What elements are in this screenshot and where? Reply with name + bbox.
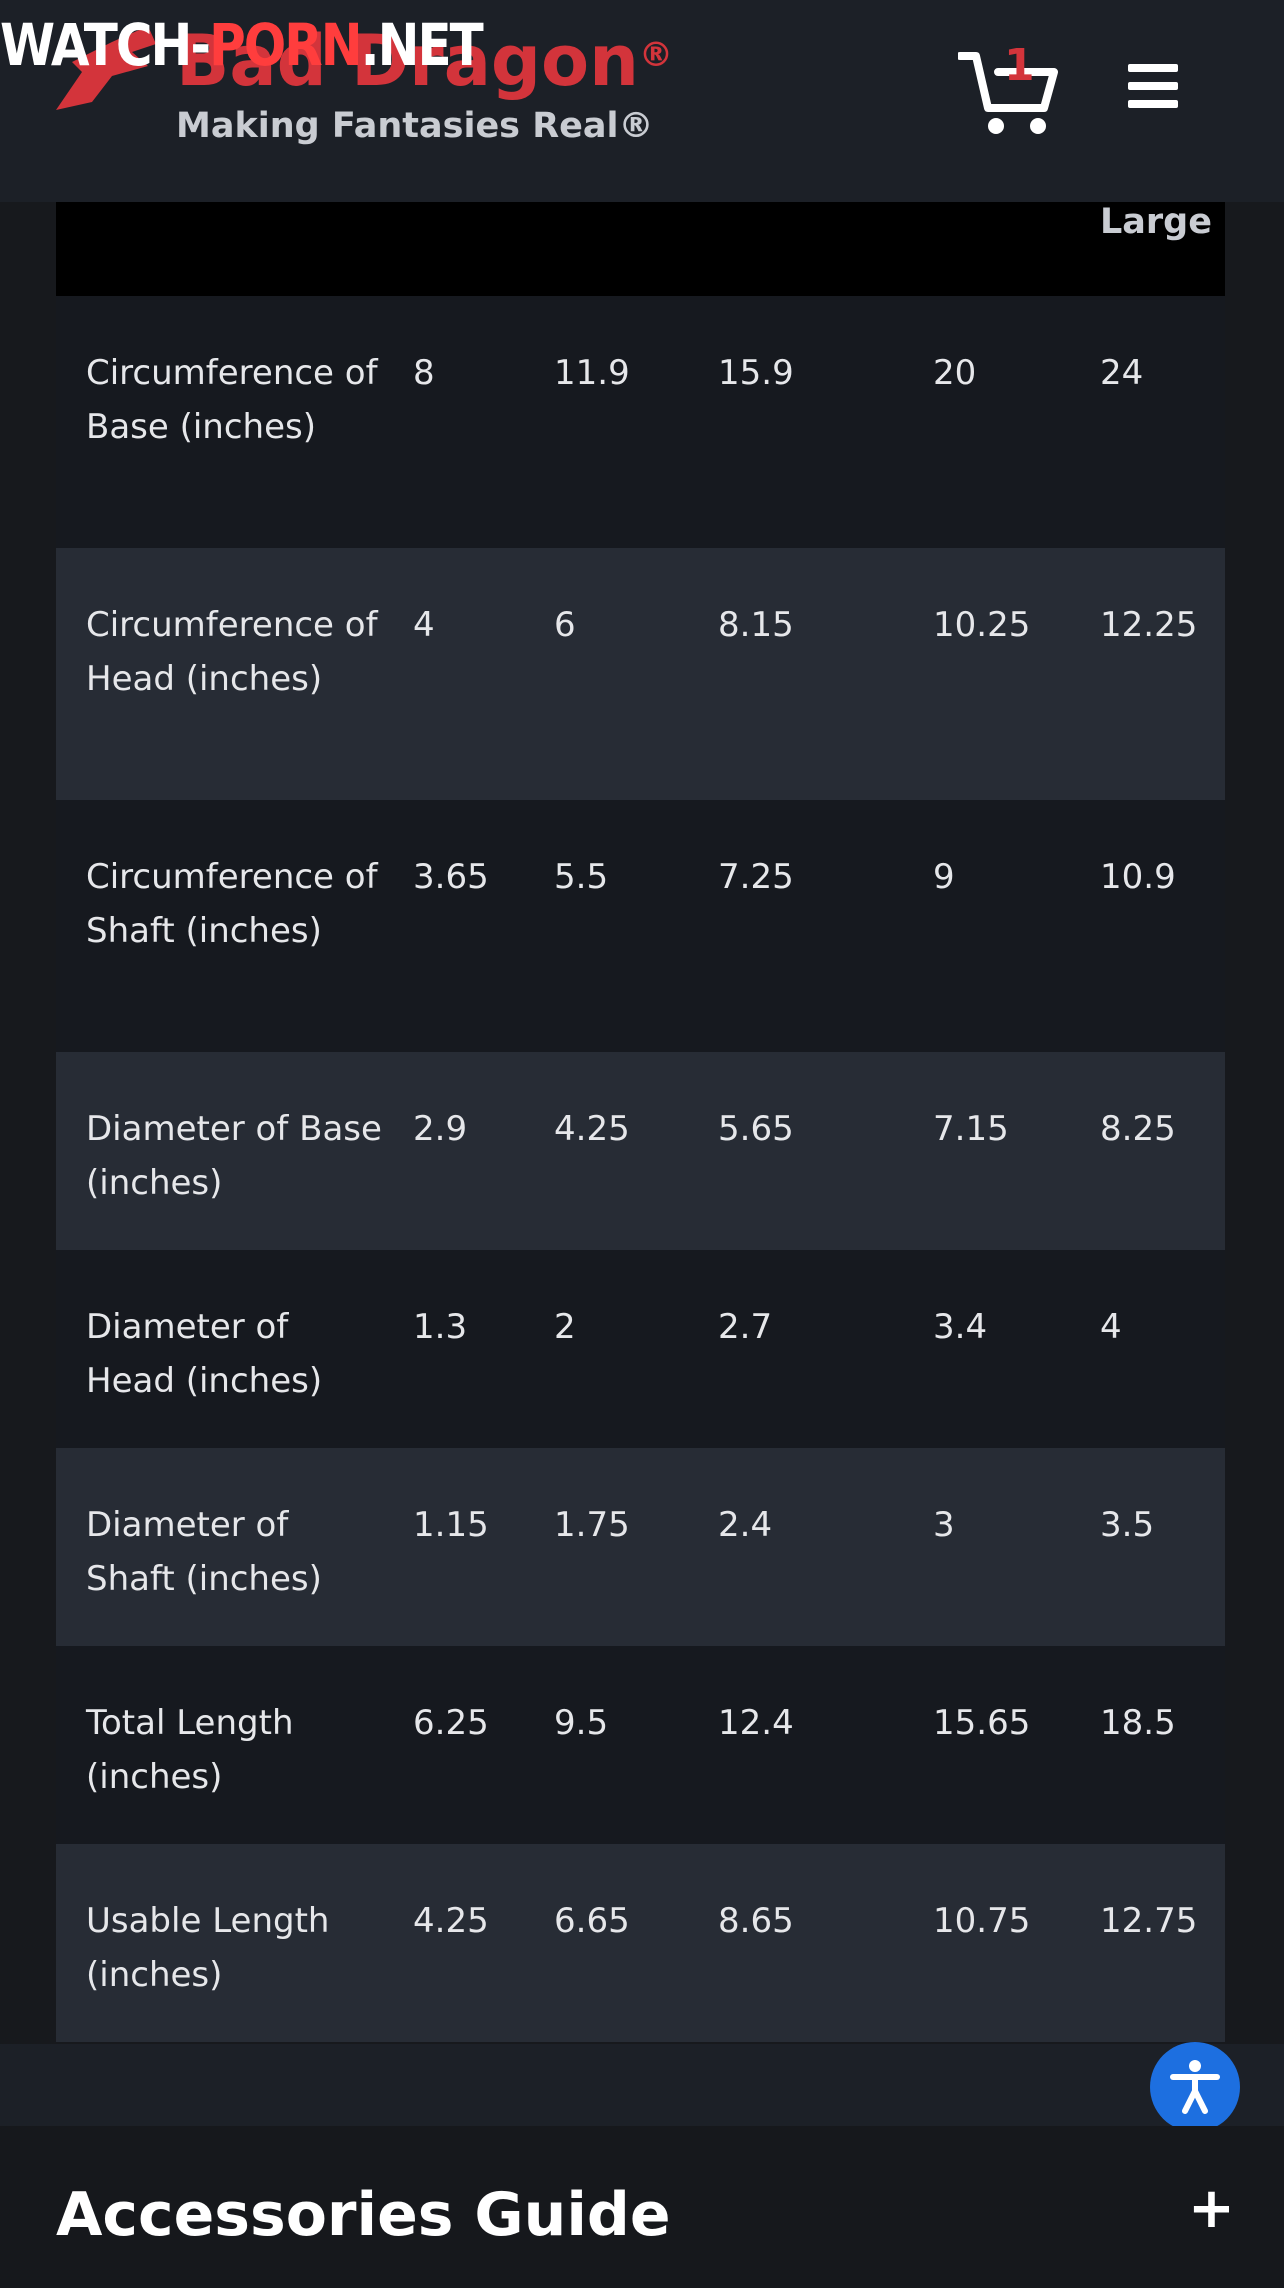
row-label: Circumference of Shaft (inches) — [86, 857, 378, 951]
cell-value: 5.65 — [718, 1109, 794, 1149]
table-row: Circumference of Shaft (inches) 3.65 5.5… — [56, 800, 1225, 1052]
cell-value: 18.5 — [1100, 1703, 1176, 1743]
cell-value: 3.65 — [413, 857, 489, 897]
table-header: Large — [56, 202, 1225, 296]
cell-value: 4.25 — [413, 1901, 489, 1941]
cell-value: 8.25 — [1100, 1109, 1176, 1149]
cell-value: 4 — [1100, 1307, 1122, 1347]
row-label: Usable Length (inches) — [86, 1901, 330, 1995]
cell-value: 11.9 — [554, 353, 630, 393]
cell-value: 6 — [554, 605, 576, 645]
table-row: Usable Length (inches) 4.25 6.65 8.65 10… — [56, 1844, 1225, 2042]
accessories-guide-section[interactable] — [0, 2126, 1284, 2288]
cell-value: 1.75 — [554, 1505, 630, 1545]
cell-value: 12.25 — [1100, 605, 1198, 645]
row-label: Diameter of Head (inches) — [86, 1307, 323, 1401]
cell-value: 24 — [1100, 353, 1144, 393]
cell-value: 10.25 — [933, 605, 1031, 645]
table-row: Circumference of Base (inches) 8 11.9 15… — [56, 296, 1225, 548]
cell-value: 8 — [413, 353, 435, 393]
cell-value: 7.15 — [933, 1109, 1009, 1149]
column-header-large: Large — [1100, 202, 1212, 242]
cell-value: 3.5 — [1100, 1505, 1155, 1545]
table-row: Diameter of Head (inches) 1.3 2 2.7 3.4 … — [56, 1250, 1225, 1448]
cell-value: 9.5 — [554, 1703, 609, 1743]
cell-value: 6.65 — [554, 1901, 630, 1941]
row-label: Diameter of Shaft (inches) — [86, 1505, 322, 1599]
watermark: WATCH-PORN.NET — [0, 12, 484, 79]
cell-value: 12.75 — [1100, 1901, 1198, 1941]
cell-value: 2.9 — [413, 1109, 468, 1149]
table-row: Circumference of Head (inches) 4 6 8.15 … — [56, 548, 1225, 800]
cell-value: 15.65 — [933, 1703, 1031, 1743]
cell-value: 2.7 — [718, 1307, 773, 1347]
table-row: Diameter of Base (inches) 2.9 4.25 5.65 … — [56, 1052, 1225, 1250]
site-header: Bad Dragon® Making Fantasies Real® 1 — [0, 0, 1284, 202]
cell-value: 4 — [413, 605, 435, 645]
table-row: Diameter of Shaft (inches) 1.15 1.75 2.4… — [56, 1448, 1225, 1646]
cell-value: 8.15 — [718, 605, 794, 645]
cell-value: 2.4 — [718, 1505, 773, 1545]
row-label: Circumference of Base (inches) — [86, 353, 378, 447]
cell-value: 2 — [554, 1307, 576, 1347]
expand-plus-icon[interactable]: + — [1188, 2176, 1235, 2241]
cart-icon[interactable] — [958, 46, 1058, 138]
row-label: Circumference of Head (inches) — [86, 605, 378, 699]
cell-value: 10.75 — [933, 1901, 1031, 1941]
dragon-logo-icon[interactable] — [52, 22, 162, 114]
accessories-guide-title[interactable]: Accessories Guide — [56, 2180, 671, 2250]
accessibility-button[interactable] — [1150, 2042, 1240, 2132]
hamburger-menu-icon[interactable] — [1128, 64, 1178, 108]
cell-value: 3.4 — [933, 1307, 988, 1347]
cell-value: 3 — [933, 1505, 955, 1545]
brand-name[interactable]: Bad Dragon® — [176, 20, 673, 102]
row-label: Diameter of Base (inches) — [86, 1109, 382, 1203]
cell-value: 9 — [933, 857, 955, 897]
cell-value: 1.3 — [413, 1307, 468, 1347]
cell-value: 20 — [933, 353, 977, 393]
cart-count-badge[interactable]: 1 — [1004, 40, 1035, 91]
size-chart-table: Large Circumference of Base (inches) 8 1… — [56, 202, 1225, 2042]
cell-value: 1.15 — [413, 1505, 489, 1545]
cell-value: 12.4 — [718, 1703, 794, 1743]
cell-value: 10.9 — [1100, 857, 1176, 897]
cell-value: 4.25 — [554, 1109, 630, 1149]
table-row: Total Length (inches) 6.25 9.5 12.4 15.6… — [56, 1646, 1225, 1844]
cell-value: 15.9 — [718, 353, 794, 393]
cell-value: 5.5 — [554, 857, 609, 897]
cell-value: 6.25 — [413, 1703, 489, 1743]
row-label: Total Length (inches) — [86, 1703, 294, 1797]
cell-value: 7.25 — [718, 857, 794, 897]
accessibility-icon — [1170, 2060, 1220, 2114]
section-divider — [0, 2044, 1284, 2126]
brand-tagline: Making Fantasies Real® — [176, 106, 654, 146]
cell-value: 8.65 — [718, 1901, 794, 1941]
